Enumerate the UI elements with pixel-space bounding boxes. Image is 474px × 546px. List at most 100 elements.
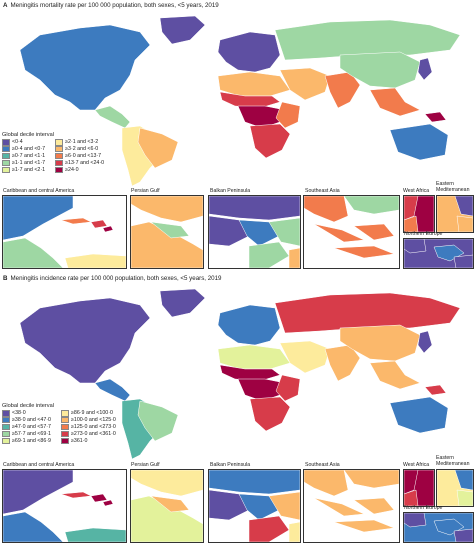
legend-b-left: <38·0 ≥38·0 and <47·0 ≥47·0 and <57·7 ≥57·7… [2, 409, 51, 445]
panel-a-title-text: Meningitis mortality rate per 100 000 po… [10, 2, 219, 9]
map-region-greenland [159, 288, 206, 318]
inset-label-east-med-b: Eastern Mediterranean [436, 455, 470, 467]
inset-region [313, 497, 365, 517]
inset-label-persian-gulf-b: Persian Gulf [131, 462, 160, 468]
legend-a-left: <0·4 ≥0·4 and <0·7 ≥0·7 and <1·1 ≥1·1 and <… [2, 138, 46, 174]
inset-caribbean-b [2, 469, 127, 543]
map-region-ca [94, 105, 131, 129]
inset-region [453, 528, 473, 542]
legend-item: ≥0·7 and <1·1 [2, 152, 46, 160]
map-region-japan [417, 57, 433, 81]
inset-region [333, 519, 395, 533]
legend-item: ≥24·0 [55, 166, 104, 174]
inset-region [404, 215, 419, 232]
map-region-sahel [219, 91, 281, 109]
world-map-b [19, 288, 461, 460]
legend-swatch [60, 437, 69, 445]
inset-region [3, 196, 74, 241]
panel-b-title-text: Meningitis incidence rate per 100 000 po… [10, 275, 222, 282]
legend-label: ≥0·7 and <1·1 [12, 153, 46, 160]
inset-region [238, 493, 280, 521]
map-region-mideast [279, 67, 331, 101]
panel-a-title: A Meningitis mortality rate per 100 000 p… [3, 2, 219, 9]
inset-region [131, 221, 203, 268]
legend-swatch [2, 437, 10, 445]
inset-seasia-b [303, 469, 400, 543]
panel-a: A Meningitis mortality rate per 100 000 p… [2, 2, 474, 269]
inset-region [90, 219, 108, 229]
inset-label-west-africa-a: West Africa [403, 188, 430, 194]
legend-label: ≥1·7 and <2·1 [12, 167, 46, 174]
inset-region [353, 497, 395, 515]
inset-region [456, 489, 473, 506]
legend-item: ≥2·1 and <3·2 [55, 138, 104, 146]
inset-label-balkan-b: Balkan Peninsula [210, 462, 251, 468]
inset-balkan-b [208, 469, 301, 543]
inset-region [353, 223, 395, 241]
legend-b: Global decile interval <38·0 ≥38·0 and <4… [2, 403, 116, 445]
inset-east-med-b [436, 469, 474, 507]
legend-b-right: ≥86·9 and <100·0 ≥100·0 and <125·0 ≥125·0 … [60, 409, 116, 445]
map-region-seasia [369, 360, 421, 390]
legend-swatch [2, 166, 10, 174]
legend-swatch [55, 138, 64, 146]
inset-region [268, 217, 300, 247]
legend-item: ≥6·0 and <13·7 [55, 152, 104, 160]
panel-b-title: B Meningitis incidence rate per 100 000 p… [3, 275, 222, 282]
legend-label: ≥361·0 [70, 438, 88, 445]
legend-item: ≥1·7 and <2·1 [2, 166, 46, 174]
map-region-europe [217, 31, 281, 73]
legend-label: ≥47·0 and <57·7 [12, 424, 51, 431]
legend-swatch [2, 416, 10, 424]
legend-item: <38·0 [2, 409, 51, 417]
inset-label-persian-gulf-a: Persian Gulf [131, 188, 160, 194]
inset-persian-gulf-b [130, 469, 204, 543]
map-region-ca [94, 378, 131, 402]
legend-label: ≥69·1 and <86·9 [12, 438, 51, 445]
legend-item: ≥86·9 and <100·0 [60, 409, 116, 417]
inset-balkan-a [208, 195, 301, 269]
inset-region [64, 527, 126, 542]
legend-label: ≥125·0 and <273·0 [70, 424, 116, 431]
legend-label: <38·0 [12, 410, 26, 417]
inset-region [64, 253, 126, 268]
map-region-brazil [137, 127, 179, 169]
inset-region [343, 196, 399, 215]
inset-region [238, 219, 280, 247]
inset-label-west-africa-b: West Africa [403, 462, 430, 468]
inset-region [333, 245, 395, 259]
panel-b: B Meningitis incidence rate per 100 000 p… [0, 273, 474, 546]
map-region-nafrica [217, 344, 291, 370]
inset-caribbean-a [2, 195, 127, 269]
map-region-russia [274, 292, 461, 334]
inset-region [304, 470, 349, 497]
legend-label: ≥13·7 and <24·0 [65, 160, 105, 167]
legend-label: ≥0·4 and <0·7 [12, 146, 46, 153]
inset-region [456, 215, 473, 232]
inset-region [209, 489, 250, 521]
legend-label: ≥86·9 and <100·0 [70, 410, 113, 417]
inset-region [248, 515, 290, 542]
map-region-png [424, 384, 447, 396]
inset-label-north-europe-b: Northern Europe [404, 505, 443, 511]
legend-item: ≥361·0 [60, 437, 116, 445]
legend-swatch [55, 159, 64, 167]
panel-a-letter: A [3, 2, 8, 9]
inset-region [288, 521, 300, 542]
legend-a: Global decile interval <0·4 ≥0·4 and <0·7… [2, 132, 105, 174]
legend-label: ≥2·1 and <3·2 [65, 139, 99, 146]
map-region-australia [389, 123, 449, 161]
legend-label: <0·4 [12, 139, 23, 146]
legend-item: ≥125·0 and <273·0 [60, 423, 116, 431]
legend-swatch [60, 430, 69, 438]
map-region-nafrica [217, 71, 291, 97]
inset-region [131, 495, 203, 542]
map-region-safrica [249, 396, 291, 432]
map-region-brazil [137, 400, 179, 442]
legend-item: ≥3·2 and <6·0 [55, 145, 104, 153]
inset-region [404, 239, 427, 254]
map-region-eafrica [275, 374, 301, 402]
legend-label: ≥38·0 and <47·0 [12, 417, 51, 424]
map-region-japan [417, 330, 433, 354]
map-region-png [424, 111, 447, 123]
